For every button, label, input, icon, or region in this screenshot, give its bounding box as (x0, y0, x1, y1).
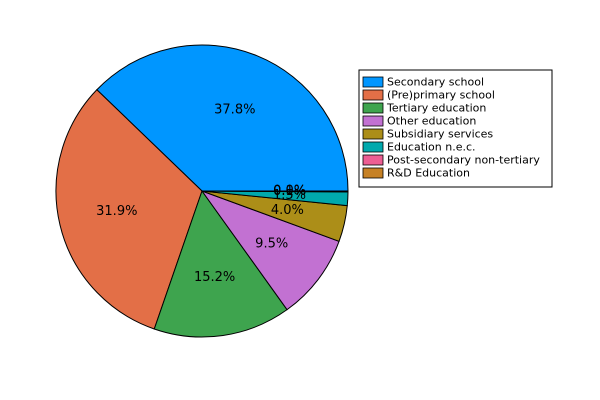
pie-slices (55, 44, 349, 338)
legend-swatch-tertiary-education (362, 102, 384, 114)
legend-label-pre-primary-school: (Pre)primary school (387, 89, 495, 102)
legend-label-other-education: Other education (387, 115, 476, 128)
legend-items: Secondary school(Pre)primary schoolTerti… (362, 76, 540, 180)
legend-label-education-n-e-c: Education n.e.c. (387, 141, 476, 154)
legend-swatch-secondary-school (362, 76, 384, 88)
legend-swatch-post-secondary-non-tertiary (362, 154, 384, 166)
pie-label-subsidiary-services: 4.0% (271, 203, 304, 218)
pie-label-secondary-school: 37.8% (214, 102, 255, 117)
pie-percent-labels: 37.8% 31.9% 15.2% 9.5% 4.0%1.5%0.1%0.0% (96, 102, 306, 285)
pie-slice-pre-primary-school (55, 89, 203, 330)
legend-swatch-education-n-e-c (362, 141, 384, 153)
pie-label-other-education: 9.5% (255, 237, 288, 252)
pie-label-education-n-e-c: 1.5% (273, 188, 306, 203)
legend-label-r-d-education: R&D Education (387, 167, 470, 180)
legend-swatch-subsidiary-services (362, 128, 384, 140)
legend-label-tertiary-education: Tertiary education (386, 102, 486, 115)
pie-slice-secondary-school (96, 44, 349, 192)
legend-swatch-pre-primary-school (362, 89, 384, 101)
legend: Secondary school(Pre)primary schoolTerti… (358, 69, 553, 188)
legend-label-secondary-school: Secondary school (387, 76, 484, 89)
legend-label-subsidiary-services: Subsidiary services (387, 128, 493, 141)
legend-box (358, 69, 553, 188)
pie-label-tertiary-education: 15.2% (194, 270, 235, 285)
pie-slice-other-education (200, 189, 340, 311)
pie-label-post-secondary-non-tertiary: 0.1% (273, 184, 306, 199)
pie-label-pre-primary-school: 31.9% (96, 204, 137, 219)
legend-swatch-r-d-education (362, 167, 384, 179)
pie-slice-tertiary-education (153, 189, 288, 338)
pie-label-r-d-education: 0.0% (273, 184, 306, 199)
legend-label-post-secondary-non-tertiary: Post-secondary non-tertiary (387, 154, 540, 167)
legend-swatch-other-education (362, 115, 384, 127)
